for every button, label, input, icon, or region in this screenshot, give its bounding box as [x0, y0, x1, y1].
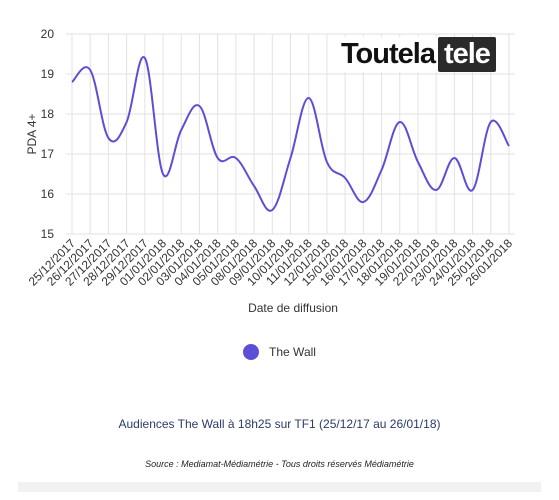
data-point[interactable] — [87, 67, 93, 73]
data-point[interactable] — [69, 79, 75, 85]
y-tick-label: 18 — [41, 107, 55, 121]
data-point[interactable] — [142, 55, 148, 61]
legend-marker — [243, 344, 260, 360]
source-note: Source : Mediamat-Médiamétrie - Tous dro… — [145, 459, 414, 469]
logo-text: Toutela — [338, 37, 438, 72]
data-point[interactable] — [160, 171, 166, 177]
data-point[interactable] — [178, 127, 184, 133]
data-point[interactable] — [415, 159, 421, 165]
y-tick-label: 16 — [41, 187, 55, 201]
data-point[interactable] — [251, 183, 257, 189]
y-axis-ticks: 15 16 17 18 19 20 — [41, 27, 55, 241]
chart-grid — [66, 33, 515, 235]
data-point[interactable] — [470, 187, 476, 193]
y-tick-label: 17 — [41, 147, 55, 161]
data-point[interactable] — [288, 155, 294, 161]
chart-caption: Audiences The Wall à 18h25 sur TF1 (25/1… — [118, 417, 441, 431]
toutelatele-logo: Toutela tele — [338, 37, 496, 72]
series-line-the-wall — [71, 56, 510, 212]
data-point[interactable] — [451, 155, 457, 161]
y-tick-label: 20 — [41, 27, 55, 41]
data-point[interactable] — [397, 119, 403, 125]
data-point[interactable] — [306, 95, 312, 101]
data-point[interactable] — [379, 167, 385, 173]
data-point[interactable] — [342, 175, 348, 181]
data-point[interactable] — [215, 155, 221, 161]
y-tick-label: 19 — [41, 67, 55, 81]
data-point[interactable] — [196, 103, 202, 109]
line-chart: 15 16 17 18 19 20 25/12/201726/12/201727/12/2… — [25, 27, 516, 315]
x-axis-ticks: 25/12/201726/12/201727/12/201728/12/2017… — [26, 236, 516, 289]
y-axis-title: PDA 4+ — [25, 113, 39, 154]
y-tick-label: 15 — [41, 227, 55, 241]
data-point[interactable] — [488, 119, 494, 125]
legend-label: The Wall — [269, 345, 316, 359]
data-point[interactable] — [360, 199, 366, 205]
data-point[interactable] — [324, 159, 330, 165]
data-point[interactable] — [433, 187, 439, 193]
data-point[interactable] — [105, 135, 111, 141]
data-point[interactable] — [124, 119, 130, 125]
data-point[interactable] — [269, 207, 275, 213]
data-point[interactable] — [506, 143, 512, 149]
x-axis-title: Date de diffusion — [248, 301, 338, 315]
data-point[interactable] — [233, 155, 239, 161]
logo-box-text: tele — [437, 37, 496, 72]
footer-bar — [18, 482, 541, 492]
chart-legend[interactable]: The Wall — [0, 344, 559, 365]
